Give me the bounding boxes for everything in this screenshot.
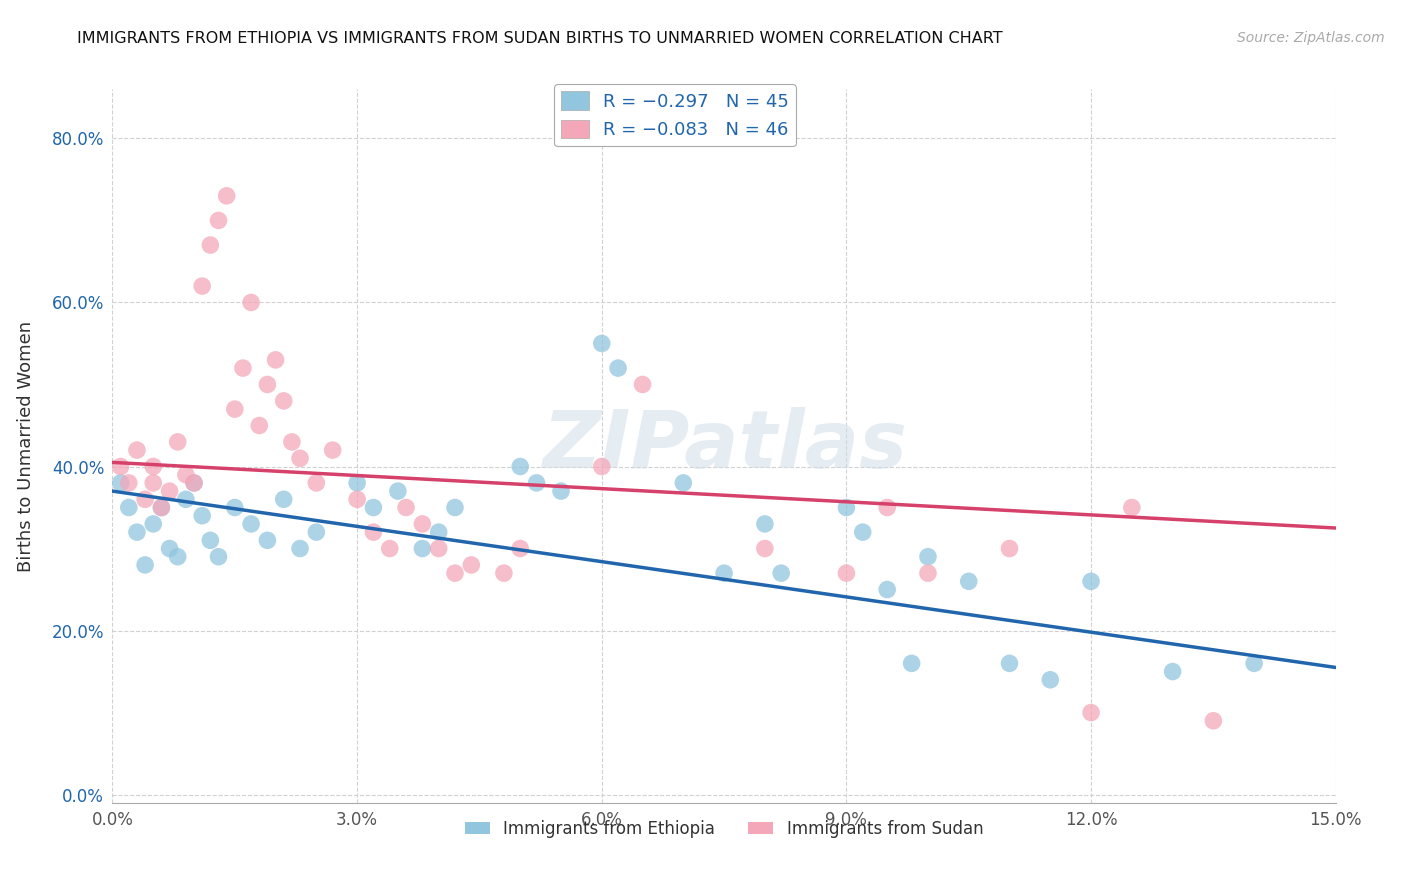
- Point: [134, 492, 156, 507]
- Point: [1243, 657, 1265, 671]
- Point: [378, 541, 401, 556]
- Point: [917, 566, 939, 581]
- Point: [207, 213, 229, 227]
- Point: [288, 451, 311, 466]
- Point: [411, 541, 433, 556]
- Point: [166, 434, 188, 449]
- Point: [288, 541, 311, 556]
- Point: [387, 484, 409, 499]
- Point: [346, 492, 368, 507]
- Point: [150, 500, 173, 515]
- Point: [754, 516, 776, 531]
- Point: [672, 475, 695, 490]
- Point: [1202, 714, 1225, 728]
- Point: [174, 492, 197, 507]
- Point: [770, 566, 793, 581]
- Point: [1121, 500, 1143, 515]
- Point: [998, 541, 1021, 556]
- Point: [460, 558, 482, 572]
- Point: [200, 238, 222, 252]
- Point: [191, 279, 214, 293]
- Point: [444, 500, 467, 515]
- Point: [215, 189, 238, 203]
- Point: [273, 393, 295, 408]
- Point: [305, 525, 328, 540]
- Point: [240, 516, 263, 531]
- Point: [240, 295, 263, 310]
- Point: [526, 475, 548, 490]
- Point: [191, 508, 214, 523]
- Point: [159, 541, 181, 556]
- Point: [256, 533, 278, 548]
- Point: [125, 525, 148, 540]
- Point: [900, 657, 922, 671]
- Point: [224, 402, 246, 417]
- Point: [110, 459, 132, 474]
- Point: [509, 541, 531, 556]
- Point: [142, 475, 165, 490]
- Point: [273, 492, 295, 507]
- Point: [183, 475, 205, 490]
- Point: [125, 443, 148, 458]
- Point: [322, 443, 344, 458]
- Point: [134, 558, 156, 572]
- Y-axis label: Births to Unmarried Women: Births to Unmarried Women: [17, 320, 35, 572]
- Text: IMMIGRANTS FROM ETHIOPIA VS IMMIGRANTS FROM SUDAN BIRTHS TO UNMARRIED WOMEN CORR: IMMIGRANTS FROM ETHIOPIA VS IMMIGRANTS F…: [77, 31, 1002, 46]
- Point: [110, 475, 132, 490]
- Point: [200, 533, 222, 548]
- Point: [281, 434, 304, 449]
- Point: [607, 361, 630, 376]
- Point: [550, 484, 572, 499]
- Point: [835, 500, 858, 515]
- Point: [509, 459, 531, 474]
- Point: [207, 549, 229, 564]
- Point: [444, 566, 467, 581]
- Point: [631, 377, 654, 392]
- Point: [1039, 673, 1062, 687]
- Point: [363, 525, 385, 540]
- Point: [150, 500, 173, 515]
- Point: [256, 377, 278, 392]
- Point: [852, 525, 875, 540]
- Point: [118, 475, 141, 490]
- Point: [591, 336, 613, 351]
- Point: [166, 549, 188, 564]
- Point: [492, 566, 515, 581]
- Text: Source: ZipAtlas.com: Source: ZipAtlas.com: [1237, 31, 1385, 45]
- Point: [1161, 665, 1184, 679]
- Point: [876, 582, 898, 597]
- Point: [876, 500, 898, 515]
- Legend: Immigrants from Ethiopia, Immigrants from Sudan: Immigrants from Ethiopia, Immigrants fro…: [458, 814, 990, 845]
- Point: [395, 500, 418, 515]
- Point: [917, 549, 939, 564]
- Point: [1080, 706, 1102, 720]
- Point: [264, 352, 287, 367]
- Point: [957, 574, 980, 589]
- Point: [346, 475, 368, 490]
- Point: [427, 525, 450, 540]
- Point: [142, 516, 165, 531]
- Point: [411, 516, 433, 531]
- Point: [232, 361, 254, 376]
- Point: [713, 566, 735, 581]
- Point: [118, 500, 141, 515]
- Point: [363, 500, 385, 515]
- Text: ZIPatlas: ZIPatlas: [541, 407, 907, 485]
- Point: [174, 467, 197, 482]
- Point: [142, 459, 165, 474]
- Point: [427, 541, 450, 556]
- Point: [998, 657, 1021, 671]
- Point: [305, 475, 328, 490]
- Point: [159, 484, 181, 499]
- Point: [835, 566, 858, 581]
- Point: [591, 459, 613, 474]
- Point: [183, 475, 205, 490]
- Point: [247, 418, 270, 433]
- Point: [1080, 574, 1102, 589]
- Point: [754, 541, 776, 556]
- Point: [224, 500, 246, 515]
